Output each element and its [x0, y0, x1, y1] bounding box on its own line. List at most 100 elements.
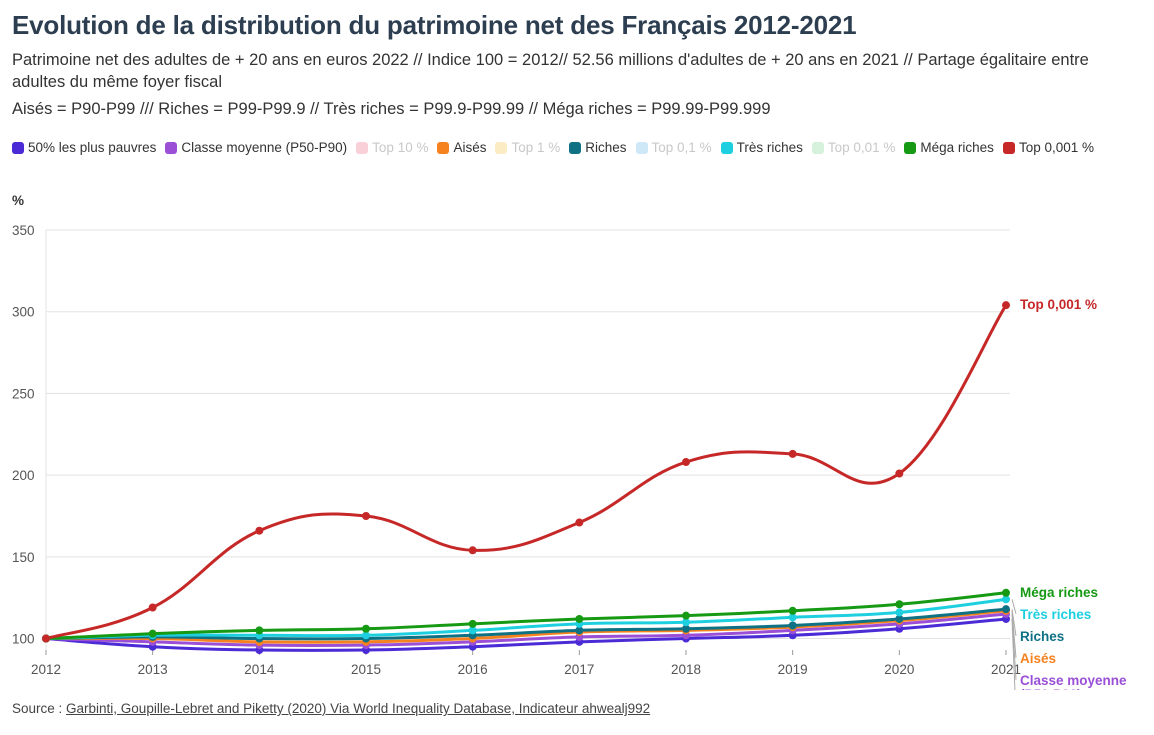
chart-title: Evolution de la distribution du patrimoi…: [12, 10, 857, 40]
legend-item[interactable]: Top 1 %: [495, 140, 560, 155]
data-point[interactable]: [362, 511, 370, 520]
data-point[interactable]: [682, 611, 690, 620]
series-line[interactable]: [45, 617, 1007, 652]
legend-swatch: [811, 141, 824, 154]
x-axis-ticks: 2012 2013 2014 2015 2016 2017 2018 2019 2020 2021: [31, 650, 1021, 677]
data-point[interactable]: [682, 618, 690, 627]
y-tick-label: 100: [12, 632, 35, 647]
legend-swatch: [904, 141, 917, 154]
data-point[interactable]: [575, 518, 584, 527]
data-point[interactable]: [682, 624, 690, 633]
series-line[interactable]: [45, 591, 1007, 641]
data-point[interactable]: [895, 600, 904, 609]
data-point[interactable]: [148, 629, 157, 638]
series-line[interactable]: [45, 609, 1007, 644]
legend-item[interactable]: Riches: [569, 140, 627, 155]
y-axis-ticks: 100 150 200 250 300 350: [12, 223, 35, 647]
legend-swatch: [720, 141, 733, 154]
x-tick-label: 2018: [671, 662, 701, 677]
x-tick-label: 2019: [778, 662, 808, 677]
chart-subtitle-definitions: Aisés = P90-P99 /// Riches = P99-P99.9 /…: [12, 100, 771, 118]
x-tick-label: 2015: [351, 662, 381, 677]
legend-swatch: [12, 141, 24, 154]
y-tick-label: 200: [12, 468, 35, 483]
data-point[interactable]: [895, 614, 904, 623]
legend-item[interactable]: Méga riches: [904, 140, 994, 155]
y-axis-unit-label: %: [12, 193, 24, 208]
y-tick-label: 150: [12, 550, 35, 565]
data-point[interactable]: [788, 621, 797, 630]
data-point[interactable]: [575, 614, 584, 623]
data-point[interactable]: [42, 634, 50, 643]
legend-label: Classe moyenne (P50-P90): [181, 140, 348, 155]
series-line[interactable]: [45, 607, 1007, 641]
data-point[interactable]: [788, 606, 797, 615]
label-connector: [1011, 599, 1017, 614]
series-line[interactable]: [45, 597, 1007, 641]
legend: 50% les plus pauvres Classe moyenne (P50-…: [12, 140, 1103, 155]
y-tick-label: 300: [12, 305, 35, 320]
series-end-label: Aisés: [1020, 651, 1056, 666]
series-end-label: Top 0,001 %: [1020, 297, 1097, 312]
series-end-label: Riches: [1020, 629, 1064, 644]
source-link[interactable]: Garbinti, Goupille-Lebret and Piketty (2…: [66, 701, 651, 716]
data-point[interactable]: [895, 608, 904, 617]
series-line[interactable]: [45, 612, 1007, 648]
data-point[interactable]: [148, 603, 157, 612]
legend-swatch: [437, 141, 450, 154]
data-point[interactable]: [468, 619, 477, 628]
legend-item[interactable]: Top 10 %: [356, 140, 428, 155]
series-end-label: Méga riches: [1020, 585, 1098, 600]
data-point[interactable]: [362, 624, 370, 633]
data-point[interactable]: [468, 546, 477, 555]
legend-swatch: [495, 141, 508, 154]
legend-item[interactable]: Très riches: [720, 140, 803, 155]
data-point[interactable]: [895, 469, 904, 478]
series-points: [42, 301, 1010, 654]
legend-item[interactable]: Aisés: [437, 140, 486, 155]
legend-label: Top 0,001 %: [1018, 140, 1094, 155]
legend-swatch: [356, 141, 369, 154]
series-lines: [45, 304, 1008, 652]
data-point[interactable]: [1002, 588, 1010, 597]
legend-label: Très riches: [736, 140, 803, 155]
data-point[interactable]: [1002, 301, 1010, 310]
gridlines: [45, 229, 1010, 650]
data-point[interactable]: [255, 526, 264, 535]
legend-label: Top 0,01 %: [827, 140, 896, 155]
source-prefix: Source :: [12, 701, 67, 716]
data-point[interactable]: [1002, 605, 1010, 614]
data-point[interactable]: [255, 626, 264, 635]
series-end-label: Classe moyenne(P50-P90): [1020, 673, 1127, 690]
data-point[interactable]: [1002, 595, 1010, 604]
x-tick-label: 2013: [138, 662, 168, 677]
legend-label: Top 0,1 %: [651, 140, 712, 155]
series-end-label: Très riches: [1020, 607, 1091, 622]
data-point[interactable]: [682, 458, 690, 467]
legend-item[interactable]: Top 0,01 %: [811, 140, 896, 155]
x-tick-label: 2017: [564, 662, 594, 677]
legend-item[interactable]: Classe moyenne (P50-P90): [165, 140, 347, 155]
data-point[interactable]: [788, 449, 797, 458]
y-tick-label: 350: [12, 223, 35, 238]
chart-subtitle: Patrimoine net des adultes de + 20 ans e…: [12, 51, 1089, 91]
data-point[interactable]: [788, 613, 797, 622]
legend-item[interactable]: 50% les plus pauvres: [12, 140, 156, 155]
legend-swatch: [1002, 141, 1015, 154]
label-connector: [1011, 618, 1016, 690]
y-tick-label: 250: [12, 386, 35, 401]
data-point[interactable]: [575, 626, 584, 635]
legend-label: 50% les plus pauvres: [28, 140, 157, 155]
series-line[interactable]: [45, 304, 1008, 641]
legend-swatch: [569, 141, 582, 154]
legend-item[interactable]: Top 0,1 %: [635, 140, 712, 155]
data-point[interactable]: [362, 631, 370, 640]
source-note: Source : Garbinti, Goupille-Lebret and P…: [12, 701, 650, 716]
x-tick-label: 2016: [458, 662, 488, 677]
x-tick-label: 2021: [991, 662, 1021, 677]
legend-item[interactable]: Top 0,001 %: [1002, 140, 1094, 155]
data-point[interactable]: [468, 626, 477, 635]
legend-swatch: [635, 141, 648, 154]
x-tick-label: 2020: [884, 662, 914, 677]
